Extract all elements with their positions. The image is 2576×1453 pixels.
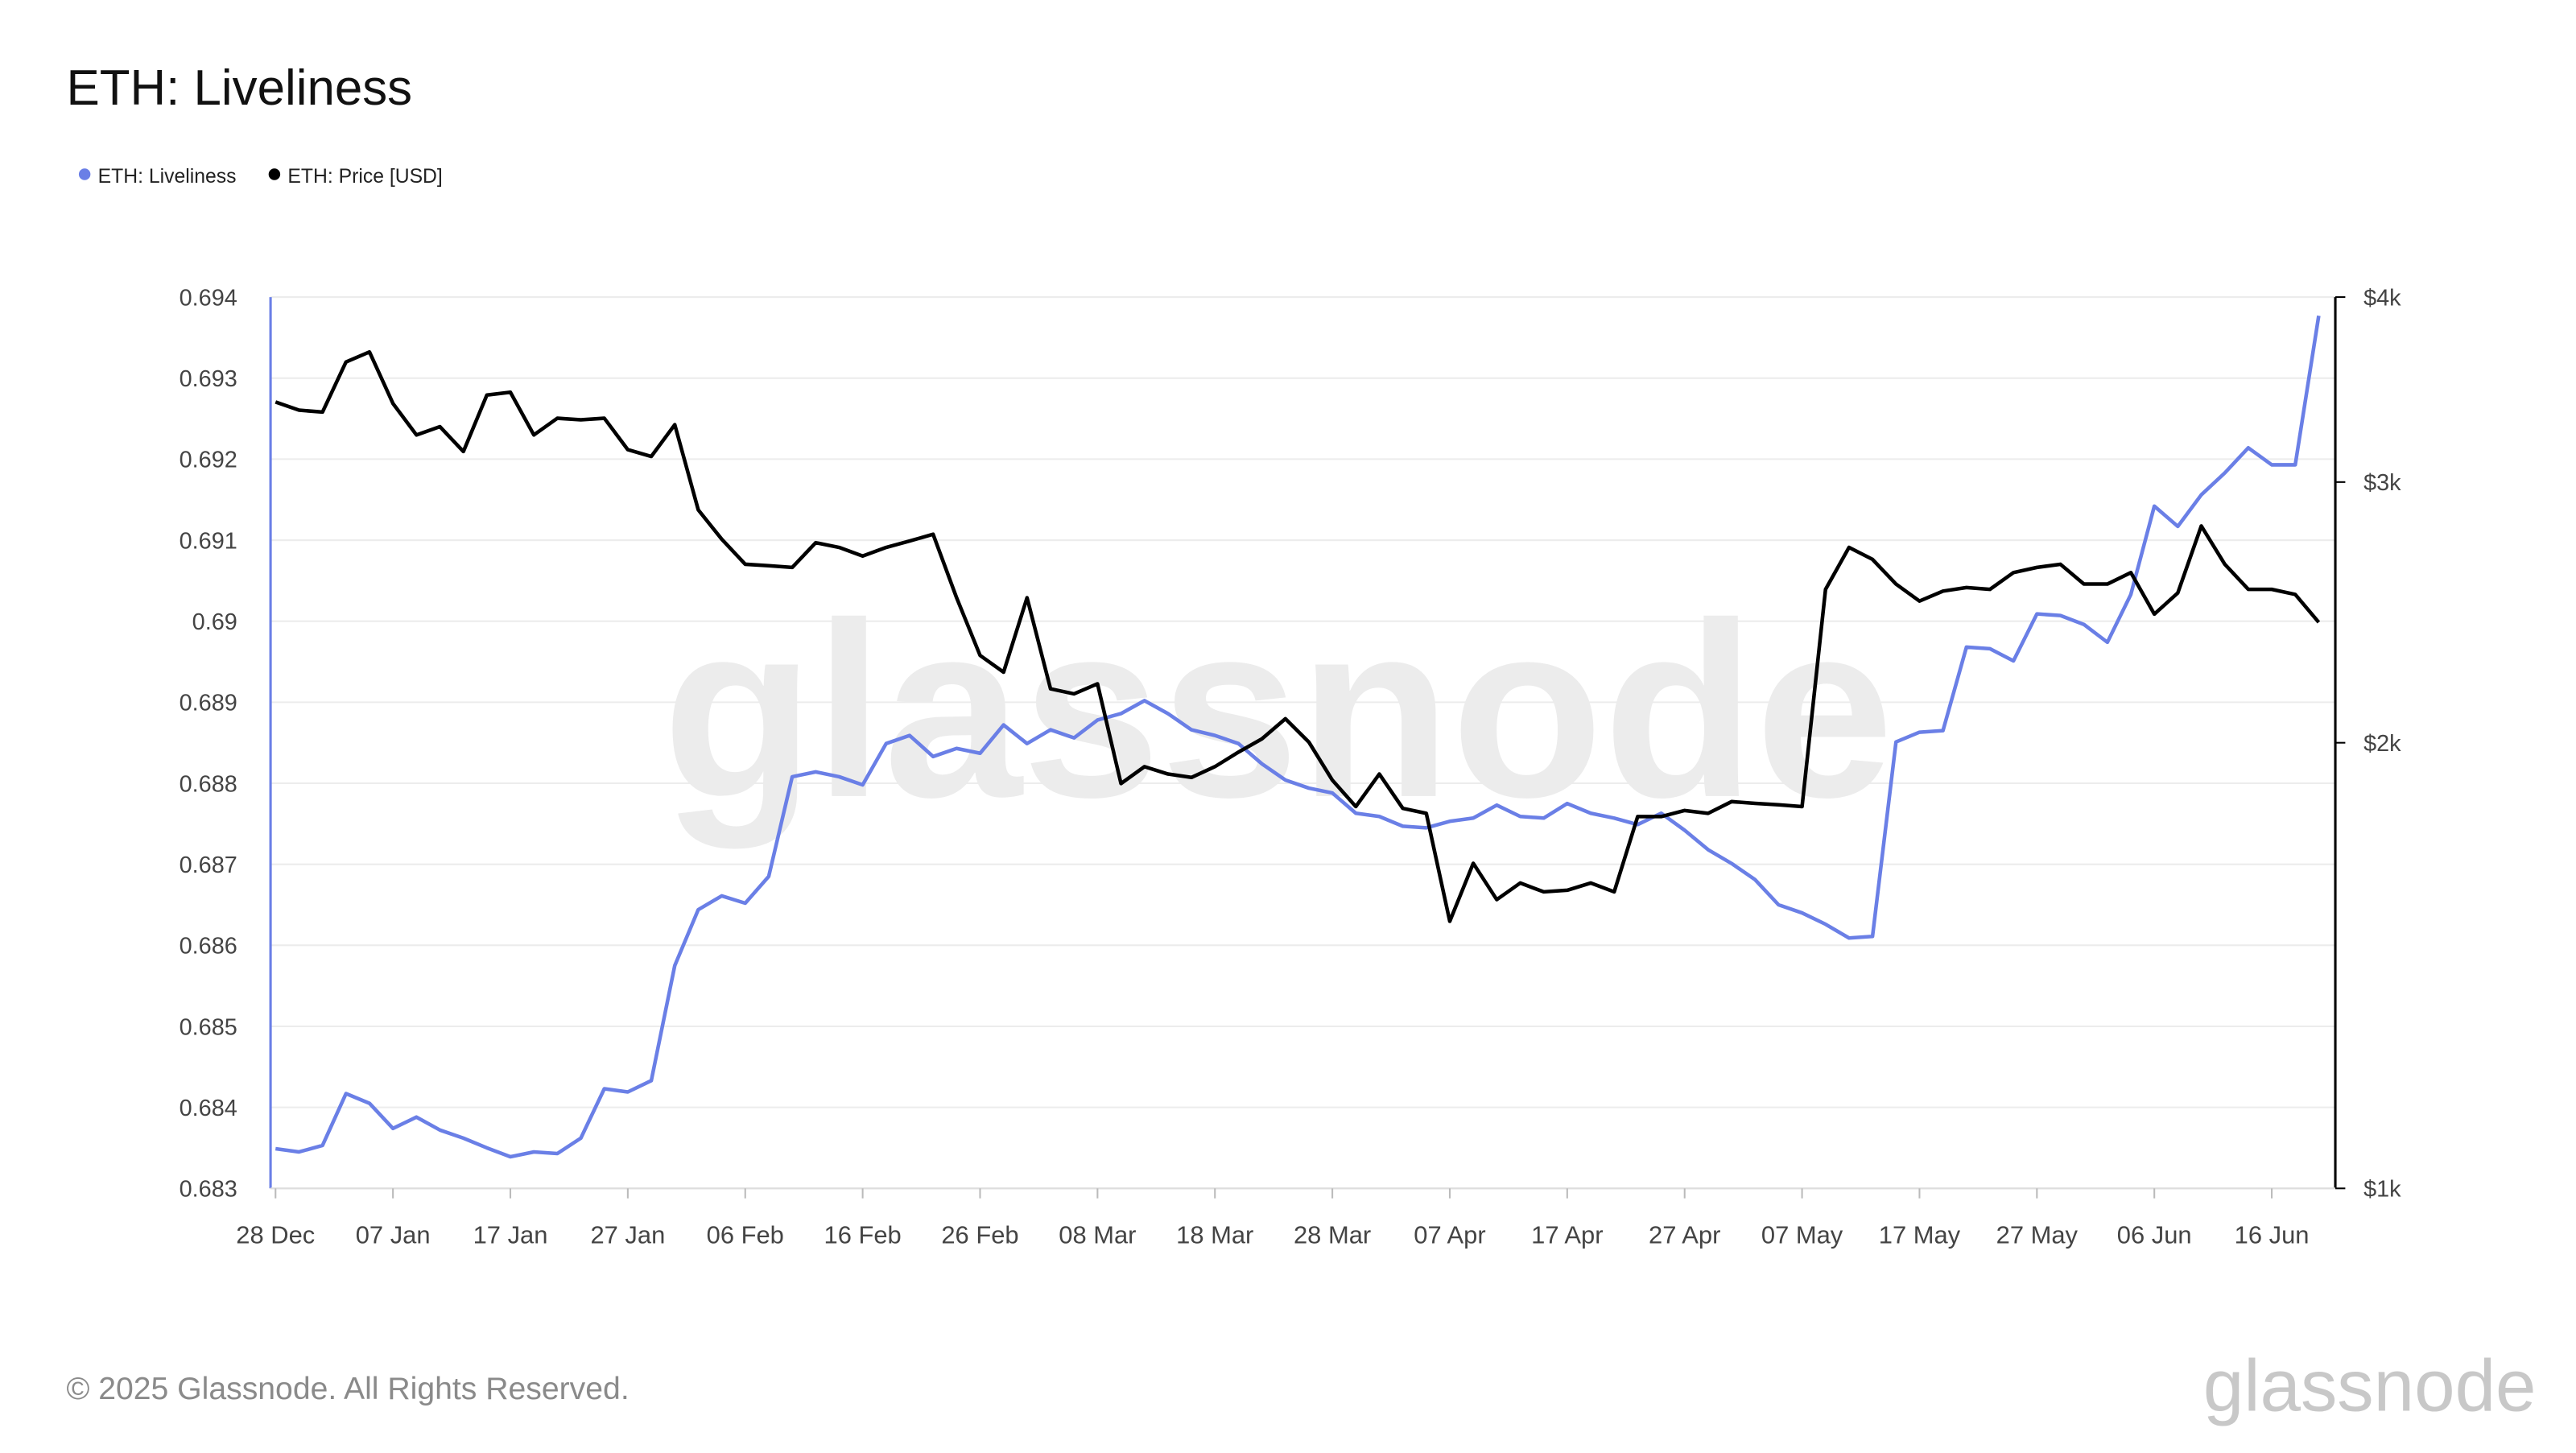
y-tick-label: 0.687 bbox=[180, 852, 237, 878]
x-tick-label: 08 Mar bbox=[1059, 1220, 1136, 1249]
y-tick-label: 0.694 bbox=[180, 285, 237, 311]
y2-tick-label: $4k bbox=[2363, 285, 2401, 311]
x-tick-label: 27 Apr bbox=[1649, 1220, 1720, 1249]
footer: © 2025 Glassnode. All Rights Reserved. bbox=[66, 1372, 629, 1406]
x-tick-label: 18 Mar bbox=[1176, 1220, 1253, 1249]
x-tick-label: 27 Jan bbox=[590, 1220, 665, 1249]
y2-tick-label: $2k bbox=[2363, 731, 2401, 757]
series-line bbox=[275, 349, 2321, 923]
y-tick-label: 0.685 bbox=[180, 1014, 237, 1040]
x-tick-label: 28 Mar bbox=[1294, 1220, 1371, 1249]
x-tick-label: 07 Apr bbox=[1414, 1220, 1485, 1249]
x-tick-label: 07 May bbox=[1761, 1220, 1843, 1249]
x-tick-label: 17 Jan bbox=[473, 1220, 548, 1249]
x-tick-label: 16 Jun bbox=[2235, 1220, 2310, 1249]
y-tick-label: 0.684 bbox=[180, 1096, 237, 1121]
y-tick-label: 0.69 bbox=[192, 609, 237, 635]
y2-tick-label: $1k bbox=[2363, 1177, 2401, 1203]
y-tick-label: 0.688 bbox=[180, 771, 237, 797]
y-tick-label: 0.689 bbox=[180, 691, 237, 716]
x-tick-label: 07 Jan bbox=[356, 1220, 431, 1249]
y-tick-label: 0.683 bbox=[180, 1177, 237, 1203]
y2-tick-label: $3k bbox=[2363, 470, 2401, 496]
brand-logo: glassnode bbox=[2203, 1346, 2537, 1427]
y-tick-label: 0.692 bbox=[180, 448, 237, 473]
x-tick-label: 17 May bbox=[1879, 1220, 1961, 1249]
series-line bbox=[275, 315, 2321, 1159]
x-tick-label: 28 Dec bbox=[236, 1220, 315, 1249]
x-tick-label: 27 May bbox=[1996, 1220, 2079, 1249]
legend-marker bbox=[268, 168, 281, 180]
watermark: glassnode bbox=[663, 571, 1894, 851]
x-tick-label: 06 Feb bbox=[707, 1220, 784, 1249]
legend-label: ETH: Liveliness bbox=[98, 166, 237, 188]
legend-label: ETH: Price [USD] bbox=[287, 166, 442, 188]
chart-title: ETH: Liveliness bbox=[66, 60, 412, 116]
x-tick-label: 16 Feb bbox=[824, 1220, 902, 1249]
legend-marker bbox=[78, 168, 91, 180]
x-tick-label: 17 Apr bbox=[1531, 1220, 1603, 1249]
x-tick-label: 26 Feb bbox=[941, 1220, 1018, 1249]
y-tick-label: 0.686 bbox=[180, 934, 237, 960]
x-tick-label: 06 Jun bbox=[2117, 1220, 2192, 1249]
y-tick-label: 0.691 bbox=[180, 528, 237, 554]
y-tick-label: 0.693 bbox=[180, 366, 237, 392]
